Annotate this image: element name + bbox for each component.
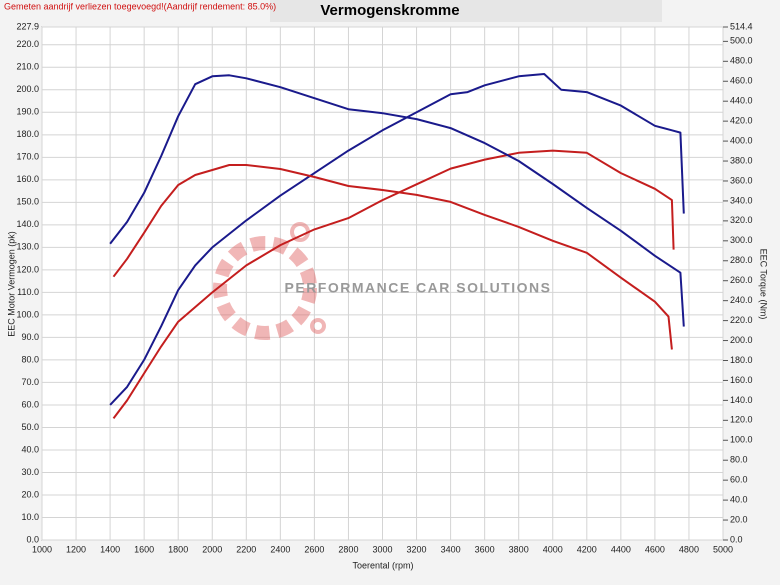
y-tick-label: 30.0 [21, 467, 39, 477]
y-tick-label: 120.0 [16, 264, 39, 274]
x-tick-label: 3400 [441, 544, 461, 554]
title-box [270, 0, 662, 22]
series-line [112, 164, 673, 350]
y2-tick-label: 60.0 [730, 475, 748, 485]
y2-tick-label: 240.0 [730, 295, 753, 305]
y2-tick-label: 220.0 [730, 315, 753, 325]
y-tick-label: 70.0 [21, 377, 39, 387]
y2-tick-label: 80.0 [730, 455, 748, 465]
y-tick-label: 180.0 [16, 129, 39, 139]
x-tick-label: 1600 [134, 544, 154, 554]
y2-tick-label: 280.0 [730, 255, 753, 265]
grid [41, 26, 724, 541]
x-axis-label: Toerental (rpm) [352, 560, 413, 570]
chart-title: Vermogenskromme [320, 2, 459, 19]
y2-tick-label: 460.0 [730, 76, 753, 86]
y2-tick-label: 140.0 [730, 395, 753, 405]
x-tick-label: 3600 [475, 544, 495, 554]
y-tick-label: 40.0 [21, 444, 39, 454]
x-tick-label: 2800 [338, 544, 358, 554]
y2-tick-label: 180.0 [730, 355, 753, 365]
y-tick-label: 227.9 [16, 21, 39, 31]
x-tick-label: 2600 [304, 544, 324, 554]
y2-tick-label: 0.0 [730, 534, 743, 544]
x-tick-label: 4400 [611, 544, 631, 554]
series-line [109, 73, 685, 406]
y2-tick-label: 400.0 [730, 135, 753, 145]
y-tick-label: 190.0 [16, 107, 39, 117]
y2-tick-label: 420.0 [730, 116, 753, 126]
x-tick-label: 3000 [372, 544, 392, 554]
note: Gemeten aandrijf verliezen toegevoegd!(A… [4, 1, 276, 11]
x-tick-label: 2400 [270, 544, 290, 554]
y-tick-label: 20.0 [21, 489, 39, 499]
x-tick-label: 2200 [236, 544, 256, 554]
y-tick-label: 100.0 [16, 309, 39, 319]
y2-tick-label: 514.4 [730, 21, 753, 31]
y-tick-label: 0.0 [26, 534, 39, 544]
y2-tick-label: 160.0 [730, 375, 753, 385]
y2-tick-label: 20.0 [730, 514, 748, 524]
x-tick-label: 4200 [577, 544, 597, 554]
y-axis-label: EEC Motor Vermogen (pk) [6, 231, 16, 337]
y-tick-label: 140.0 [16, 219, 39, 229]
y2-tick-label: 340.0 [730, 195, 753, 205]
y2-tick-label: 480.0 [730, 56, 753, 66]
y2-tick-label: 200.0 [730, 335, 753, 345]
x-tick-label: 1200 [66, 544, 86, 554]
y2-tick-label: 120.0 [730, 415, 753, 425]
x-tick-label: 3200 [407, 544, 427, 554]
y2-tick-label: 40.0 [730, 494, 748, 504]
y-tick-label: 50.0 [21, 422, 39, 432]
y2-tick-label: 500.0 [730, 36, 753, 46]
x-tick-label: 2000 [202, 544, 222, 554]
y2-tick-label: 300.0 [730, 235, 753, 245]
y2-tick-label: 440.0 [730, 96, 753, 106]
y2-tick-label: 360.0 [730, 175, 753, 185]
y-tick-label: 160.0 [16, 174, 39, 184]
y-tick-label: 150.0 [16, 197, 39, 207]
y-tick-label: 60.0 [21, 399, 39, 409]
x-tick-label: 4600 [645, 544, 665, 554]
series-line [112, 149, 675, 420]
y-tick-label: 110.0 [17, 287, 39, 297]
y-tick-label: 10.0 [21, 512, 39, 522]
y-tick-label: 80.0 [21, 354, 39, 364]
watermark-logo [213, 222, 326, 340]
x-tick-label: 4800 [679, 544, 699, 554]
series-line [109, 74, 685, 327]
y-tick-label: 170.0 [16, 152, 39, 162]
x-tick-label: 4000 [543, 544, 563, 554]
x-tick-label: 1800 [168, 544, 188, 554]
y2-tick-label: 380.0 [730, 155, 753, 165]
y2-tick-label: 260.0 [730, 275, 753, 285]
y2-tick-label: 100.0 [730, 435, 753, 445]
watermark: PERFORMANCE CAR SOLUTIONS [285, 280, 552, 296]
y-tick-label: 130.0 [16, 242, 39, 252]
y-tick-label: 220.0 [16, 39, 39, 49]
x-tick-label: 1000 [32, 544, 52, 554]
y-tick-label: 210.0 [16, 62, 39, 72]
y-tick-label: 200.0 [16, 84, 39, 94]
y-tick-label: 90.0 [21, 332, 39, 342]
x-tick-label: 3800 [509, 544, 529, 554]
lines [109, 73, 685, 420]
x-tick-label: 1400 [100, 544, 120, 554]
x-tick-label: 5000 [713, 544, 733, 554]
y2-axis-label: EEC Torque (Nm) [759, 249, 769, 320]
y2-tick-label: 320.0 [730, 215, 753, 225]
